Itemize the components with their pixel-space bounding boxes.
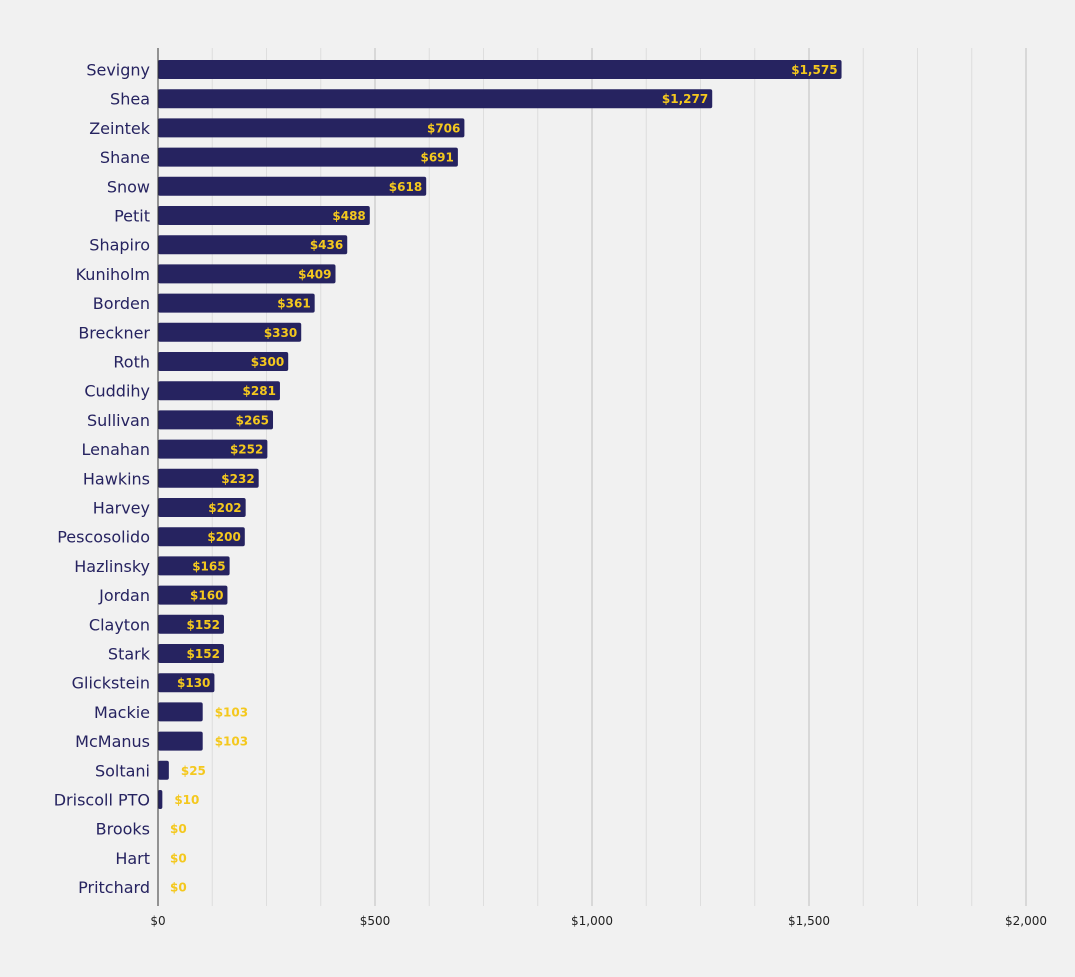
bars <box>158 60 842 809</box>
bar <box>158 264 336 284</box>
bar <box>158 702 203 722</box>
bar <box>158 790 163 809</box>
category-label: Kuniholm <box>76 265 150 284</box>
value-label: $160 <box>190 589 223 603</box>
value-label: $152 <box>187 618 220 632</box>
bar <box>158 527 245 547</box>
category-label: Shea <box>110 90 150 109</box>
category-label: Shane <box>100 148 150 167</box>
category-label: Cuddihy <box>84 382 150 401</box>
bar <box>158 410 274 430</box>
category-label: Hart <box>115 849 150 868</box>
value-label: $409 <box>298 267 331 281</box>
category-label: Zeintek <box>89 119 151 138</box>
x-tick-label: $2,000 <box>1005 914 1047 928</box>
category-label: Breckner <box>78 323 150 342</box>
x-tick-label: $0 <box>150 914 165 928</box>
value-label: $1,575 <box>791 63 837 77</box>
value-label: $252 <box>230 443 263 457</box>
value-label: $165 <box>192 559 225 573</box>
value-label: $330 <box>264 326 297 340</box>
value-label: $103 <box>215 735 248 749</box>
value-label: $361 <box>277 297 310 311</box>
bar <box>158 498 246 517</box>
category-label: Jordan <box>98 586 150 605</box>
bar <box>158 60 842 79</box>
category-label: Pescosolido <box>57 528 150 547</box>
category-label: Hawkins <box>83 469 150 488</box>
bar <box>158 118 465 138</box>
value-label: $436 <box>310 238 343 252</box>
labels: $0 $500 $1,000 $1,500 $2,000 Sevigny $1,575 She… <box>54 61 1047 929</box>
value-label: $281 <box>243 384 276 398</box>
value-label: $0 <box>170 851 187 865</box>
bar <box>158 352 289 371</box>
value-label: $232 <box>221 472 254 486</box>
bar <box>158 585 228 605</box>
category-label: Stark <box>108 645 151 664</box>
category-label: Mackie <box>94 703 150 722</box>
category-label: Lenahan <box>81 440 150 459</box>
value-label: $25 <box>181 764 206 778</box>
bar <box>158 235 348 255</box>
bar <box>158 147 458 167</box>
value-label: $10 <box>174 793 199 807</box>
category-label: Clayton <box>89 615 150 634</box>
value-label: $0 <box>170 822 187 836</box>
category-label: Soltani <box>95 761 150 780</box>
bar <box>158 673 215 693</box>
bar <box>158 89 713 109</box>
value-label: $1,277 <box>662 92 708 106</box>
category-label: Shapiro <box>89 236 150 255</box>
value-label: $706 <box>427 121 460 135</box>
category-label: Sevigny <box>86 61 150 80</box>
category-label: Roth <box>113 353 150 372</box>
bar <box>158 644 224 663</box>
category-label: McManus <box>75 732 150 751</box>
value-label: $618 <box>389 180 422 194</box>
bar <box>158 468 259 488</box>
bar <box>158 614 224 634</box>
bar <box>158 322 302 342</box>
value-label: $130 <box>177 676 210 690</box>
x-tick-label: $1,500 <box>788 914 830 928</box>
category-label: Pritchard <box>78 878 150 897</box>
category-label: Petit <box>114 207 150 226</box>
bar <box>158 731 203 751</box>
value-label: $300 <box>251 355 284 369</box>
value-label: $691 <box>420 151 453 165</box>
value-label: $488 <box>332 209 365 223</box>
value-label: $103 <box>215 705 248 719</box>
grid-lines <box>211 48 1027 906</box>
bar <box>158 760 169 780</box>
x-tick-label: $1,000 <box>571 914 613 928</box>
category-label: Glickstein <box>72 674 150 693</box>
bar <box>158 293 315 313</box>
value-label: $152 <box>187 647 220 661</box>
category-label: Hazlinsky <box>74 557 150 576</box>
value-label: $265 <box>236 413 269 427</box>
category-label: Snow <box>107 177 150 196</box>
bar <box>158 176 427 196</box>
bar <box>158 439 268 459</box>
value-label: $202 <box>208 501 241 515</box>
category-label: Sullivan <box>87 411 150 430</box>
category-label: Harvey <box>93 499 150 518</box>
x-tick-label: $500 <box>360 914 391 928</box>
bar <box>158 556 230 576</box>
category-label: Driscoll PTO <box>54 791 150 810</box>
category-label: Borden <box>93 294 150 313</box>
bar <box>158 206 370 225</box>
value-label: $0 <box>170 881 187 895</box>
bar <box>158 381 280 401</box>
value-label: $200 <box>207 530 240 544</box>
category-label: Brooks <box>96 820 150 839</box>
